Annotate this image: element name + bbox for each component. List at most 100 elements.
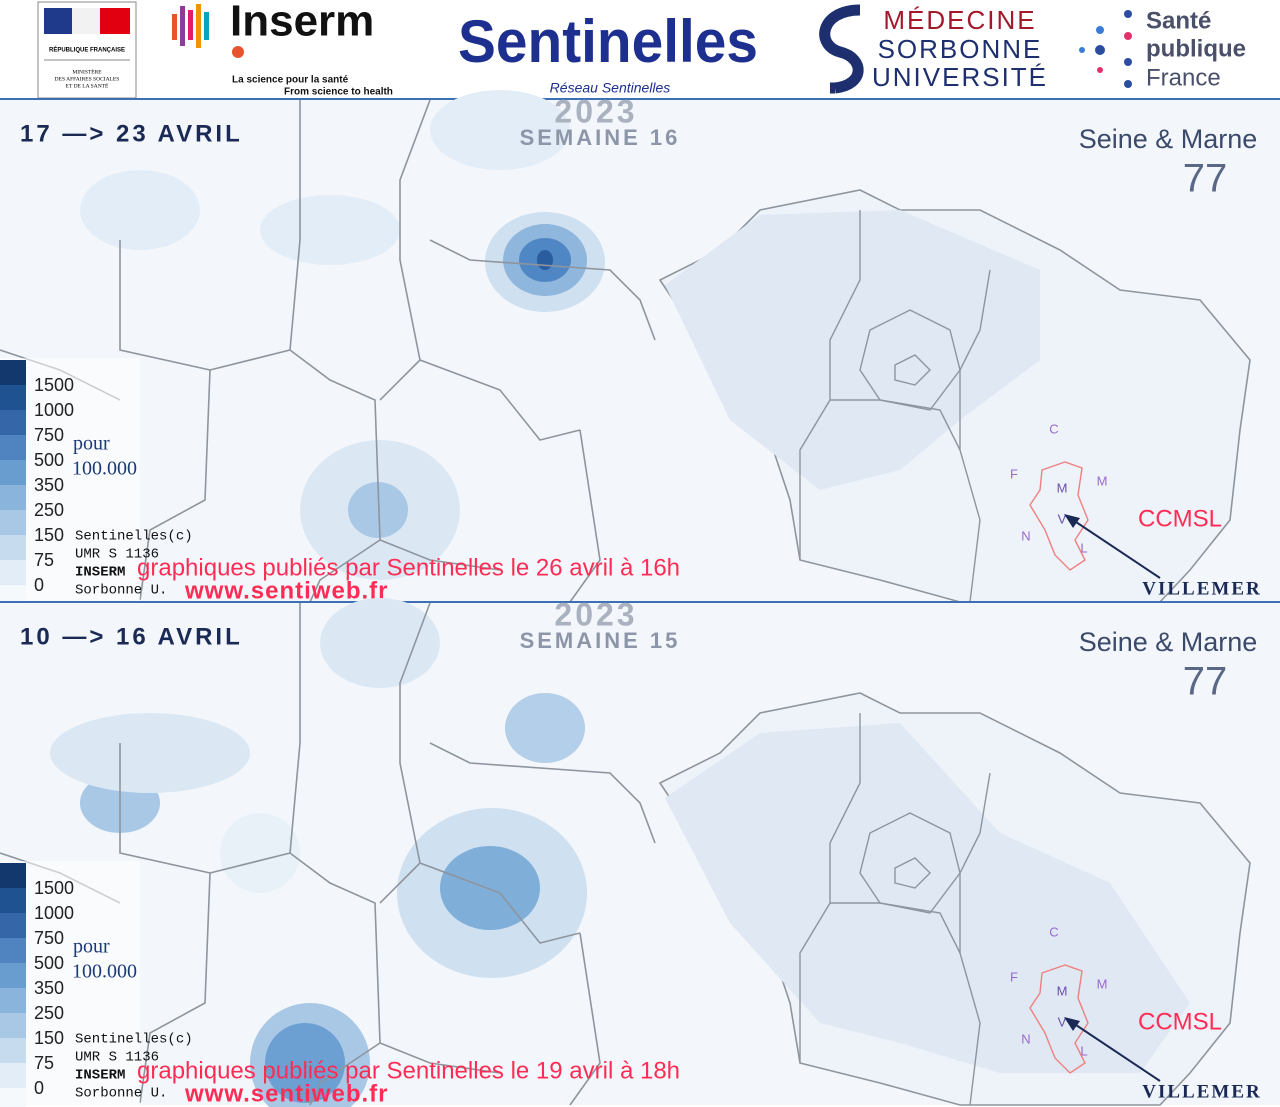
flag-white (72, 8, 100, 34)
period: 10 —> 16 AVRIL (20, 623, 243, 650)
commune-letter: M (1057, 983, 1068, 998)
credit: Sorbonne U. (75, 1086, 167, 1102)
inserm-bars (172, 4, 209, 48)
inserm-tagline-en: From science to health (284, 87, 393, 98)
department-border (894, 857, 931, 889)
republique: RÉPUBLIQUE FRANÇAISE (49, 46, 125, 54)
legend-swatch (0, 510, 26, 535)
legend-label: 500 (34, 450, 64, 470)
region-border (379, 359, 421, 401)
week: SEMAINE 15 (520, 628, 681, 653)
sentinelles-sub: Réseau Sentinelles (550, 80, 671, 96)
legend-label: 250 (34, 1003, 64, 1023)
spf-line: publique (1146, 35, 1246, 62)
website: www.sentiweb.fr (184, 1080, 388, 1107)
legend-swatch (0, 988, 26, 1013)
department-border (959, 772, 991, 1106)
legend-label: 500 (34, 953, 64, 973)
header: RÉPUBLIQUE FRANÇAISE MINISTÈRE DES AFFAI… (0, 0, 1280, 100)
department-border (859, 309, 961, 411)
commune-letter: M (1097, 976, 1108, 991)
publication-note: graphiques publiés par Sentinelles le 26… (137, 554, 680, 581)
legend-swatch (0, 560, 26, 585)
inserm-tagline: La science pour la santé (232, 75, 349, 86)
incidence-area (320, 598, 440, 688)
flag-red (100, 8, 130, 34)
incidence-area (348, 482, 408, 538)
ministere: DES AFFAIRES SOCIALES (55, 76, 120, 82)
period: 17 —> 23 AVRIL (20, 120, 243, 147)
incidence-area (537, 250, 553, 270)
legend-label: 150 (34, 1028, 64, 1048)
credit: Sorbonne U. (75, 583, 167, 599)
department-border (799, 210, 861, 560)
idf-incidence (665, 210, 1040, 490)
region-border (429, 239, 656, 341)
ministere: MINISTÈRE (72, 67, 102, 75)
credit: INSERM (75, 1068, 125, 1084)
incidence-area (80, 170, 200, 250)
credit: Sentinelles(c) (75, 529, 193, 545)
commune-letter: F (1010, 466, 1018, 481)
incidence-area (260, 195, 400, 265)
idf-incidence (665, 723, 1190, 1073)
legend-label: 350 (34, 978, 64, 998)
legend-label: 0 (34, 575, 44, 595)
spf-dots (1079, 10, 1132, 88)
commune-name: VILLEMER (1142, 578, 1261, 599)
region-border (209, 852, 291, 874)
legend-label: 350 (34, 475, 64, 495)
sorbonne-s (819, 4, 864, 94)
pointer-arrow (1069, 517, 1161, 579)
commune-letter: C (1049, 924, 1058, 939)
region-border (379, 862, 421, 904)
legend-unit-base: 100.000 (72, 961, 137, 983)
legend-label: 150 (34, 525, 64, 545)
incidence-area (220, 813, 300, 893)
legend-swatch (0, 460, 26, 485)
legend-unit-base: 100.000 (72, 458, 137, 480)
region-border (569, 932, 601, 1106)
inserm-dot (232, 46, 244, 58)
arrow-head (1064, 514, 1080, 528)
credit: UMR S 1136 (75, 547, 159, 563)
region-border (429, 742, 656, 844)
commune-letter: C (1049, 421, 1058, 436)
sorbonne-line: UNIVERSITÉ (872, 62, 1048, 92)
credit: INSERM (75, 565, 125, 581)
commune-letter: L (1080, 540, 1087, 555)
sorbonne-line: SORBONNE (878, 34, 1043, 64)
website: www.sentiweb.fr (184, 577, 388, 604)
legend-swatch (0, 385, 26, 410)
legend-label: 1000 (34, 400, 74, 420)
incidence-area (265, 1023, 345, 1103)
region-border (309, 539, 381, 603)
department-border (830, 399, 961, 451)
legend-unit: pour (73, 936, 110, 958)
commune-letter: M (1097, 473, 1108, 488)
region-border (309, 1042, 381, 1106)
legend-swatch (0, 888, 26, 913)
department-border (799, 713, 861, 1063)
legend-swatch (0, 435, 26, 460)
week: SEMAINE 16 (520, 125, 681, 150)
legend-label: 250 (34, 500, 64, 520)
legend-swatch (0, 913, 26, 938)
spf-line: France (1146, 64, 1221, 91)
legend-swatch (0, 863, 26, 888)
ccmsl-outline (1029, 461, 1089, 571)
legend-label: 75 (34, 1053, 54, 1073)
inserm-logo: Inserm (230, 0, 374, 46)
incidence-area (505, 693, 585, 763)
commune-letter: V (1058, 1014, 1067, 1029)
flag-blue (44, 8, 72, 34)
legend-label: 1000 (34, 903, 74, 923)
department-border (894, 354, 931, 386)
legend-swatch (0, 535, 26, 560)
department-border (859, 812, 961, 914)
area-label: CCMSL (1138, 505, 1222, 532)
department: Seine & Marne (1079, 627, 1258, 657)
commune-letter: L (1080, 1043, 1087, 1058)
